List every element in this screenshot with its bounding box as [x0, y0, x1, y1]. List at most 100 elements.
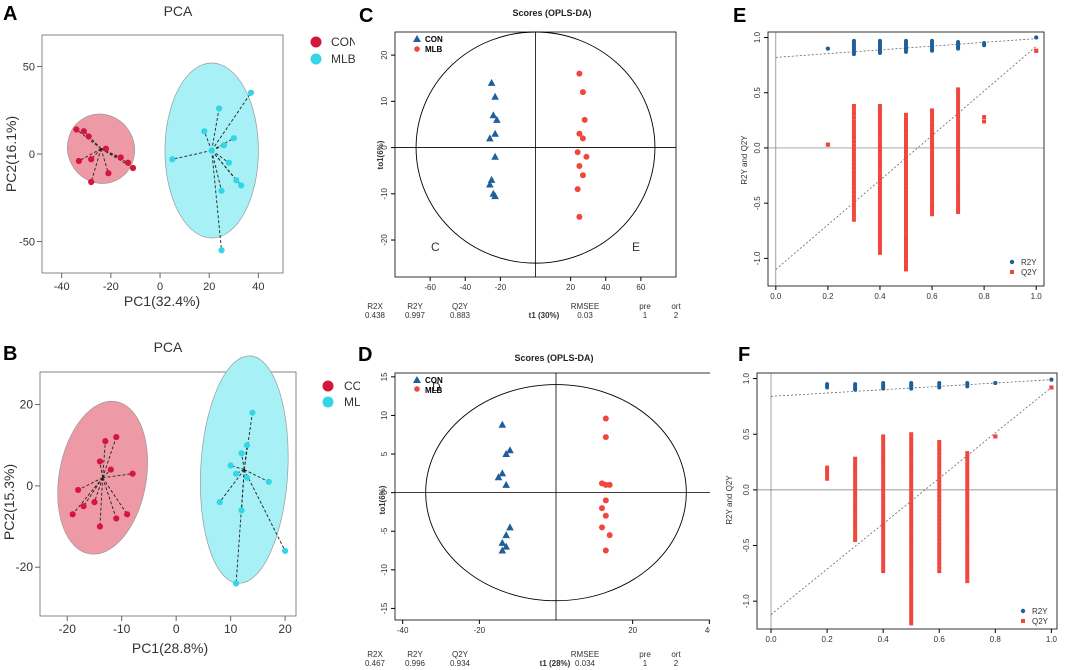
centroid-line	[90, 148, 102, 183]
q2y-point	[956, 160, 961, 165]
q2y-point	[937, 451, 942, 456]
legend-label-con: CON	[331, 35, 355, 49]
q2y-point	[909, 555, 914, 560]
point-mlb	[579, 172, 586, 179]
point-mlb	[602, 415, 609, 422]
point-con	[491, 152, 499, 160]
legend-marker-mlb	[414, 386, 420, 392]
q2y-point	[909, 490, 914, 495]
centroid-line	[219, 469, 245, 503]
q2y-point	[909, 436, 914, 441]
y-ticks: -1.0 -0.5 0.0 0.5 1.0	[753, 31, 768, 265]
stat-header: R2X	[367, 650, 383, 659]
q2y-point	[881, 569, 886, 574]
x-tick-label: 0.2	[822, 292, 834, 301]
y-tick-label: -10	[380, 187, 389, 199]
point-con	[75, 157, 82, 165]
x-tick-label: -40	[54, 281, 70, 293]
q2y-point	[904, 240, 908, 245]
q2y-point	[930, 119, 935, 124]
q2y-point	[909, 463, 914, 468]
centroid-line	[243, 469, 286, 552]
q2y-point	[937, 502, 942, 507]
plot-body: D	[395, 373, 710, 620]
q2y-point	[965, 470, 970, 475]
q2y-point	[851, 209, 856, 214]
stat-header: R2X	[367, 302, 383, 311]
x-tick-label: -40	[397, 626, 409, 635]
y-tick-label: -20	[16, 560, 34, 574]
q2y-point	[904, 132, 908, 137]
panel-e: E 0.0 0.2 0.4 0.6 0.8 1.0 -1.0 -0.5 0.0 0.5 1.0 R…	[733, 5, 1045, 301]
q2y-point	[909, 501, 914, 506]
r2y-point	[877, 38, 882, 43]
centroid-line	[72, 477, 103, 515]
r2y-point	[1034, 35, 1039, 40]
x-tick-label: 0.4	[874, 292, 886, 301]
q2y-point	[877, 150, 882, 155]
q2y-point	[881, 538, 886, 543]
q2y-point	[877, 158, 882, 163]
point-con	[113, 433, 120, 441]
q2y-point	[904, 128, 908, 133]
x-tick-label: 1.0	[1046, 635, 1058, 644]
q2y-point	[909, 447, 914, 452]
point-con	[113, 515, 120, 522]
q2y-point	[909, 567, 914, 572]
x-tick-label: 20	[203, 281, 215, 293]
q2y-point	[956, 144, 961, 149]
centroid-line	[99, 461, 104, 478]
centroid-line	[211, 92, 252, 151]
y-tick-label: 10	[380, 96, 389, 105]
x-tick-label: 0	[157, 281, 163, 293]
y-tick-label: 5	[380, 451, 389, 456]
x-tick-label: 40	[252, 281, 264, 293]
stat-header: pre	[639, 650, 651, 659]
hotelling-ellipse	[425, 384, 687, 602]
q2y-point	[909, 594, 914, 599]
point-con	[493, 115, 501, 123]
point-mlb	[227, 462, 234, 469]
q2y-point	[881, 438, 886, 443]
point-con	[506, 446, 514, 454]
q2y-point	[956, 156, 961, 161]
q2y-point	[965, 455, 970, 460]
stat-value: 0.934	[450, 659, 471, 668]
q2y-point	[881, 496, 886, 501]
q2y-point	[853, 487, 858, 492]
q2y-point	[881, 472, 886, 477]
q2y-point	[851, 186, 856, 191]
y-tick-label: 0.5	[742, 428, 751, 440]
point-mlb	[201, 128, 208, 135]
point-mlb	[606, 532, 613, 539]
x-ticks: 0.0 0.2 0.4 0.6 0.8 1.0	[770, 286, 1042, 301]
q2y-point	[909, 536, 914, 541]
q2y-point	[909, 590, 914, 595]
y-axis-label: PC2(15.3%)	[1, 464, 17, 540]
q2y-point	[881, 480, 886, 485]
legend-label-con: CON	[425, 35, 443, 44]
y-tick-label: -10	[380, 563, 389, 575]
q2y-point	[965, 466, 970, 471]
chart-title: Scores (OPLS-DA)	[512, 8, 591, 18]
point-mlb	[220, 142, 228, 149]
q2y-point	[909, 548, 914, 553]
centroid-line	[235, 469, 245, 584]
q2y-point	[982, 119, 987, 124]
stat-header: Q2Y	[452, 650, 469, 659]
q2y-point	[956, 198, 961, 203]
legend-label-r2y: R2Y	[1021, 258, 1037, 267]
q2y-point	[851, 115, 856, 120]
q2y-point	[956, 141, 961, 146]
y-axis-label: PC2(16.1%)	[3, 116, 19, 192]
y-tick-label: -1.0	[753, 251, 762, 265]
point-con	[88, 156, 95, 163]
q2y-point	[904, 259, 908, 264]
panel-label: A	[3, 3, 17, 25]
q2y-point	[909, 586, 914, 591]
point-mlb	[169, 156, 176, 163]
point-con	[502, 450, 510, 458]
q2y-point	[904, 197, 908, 202]
